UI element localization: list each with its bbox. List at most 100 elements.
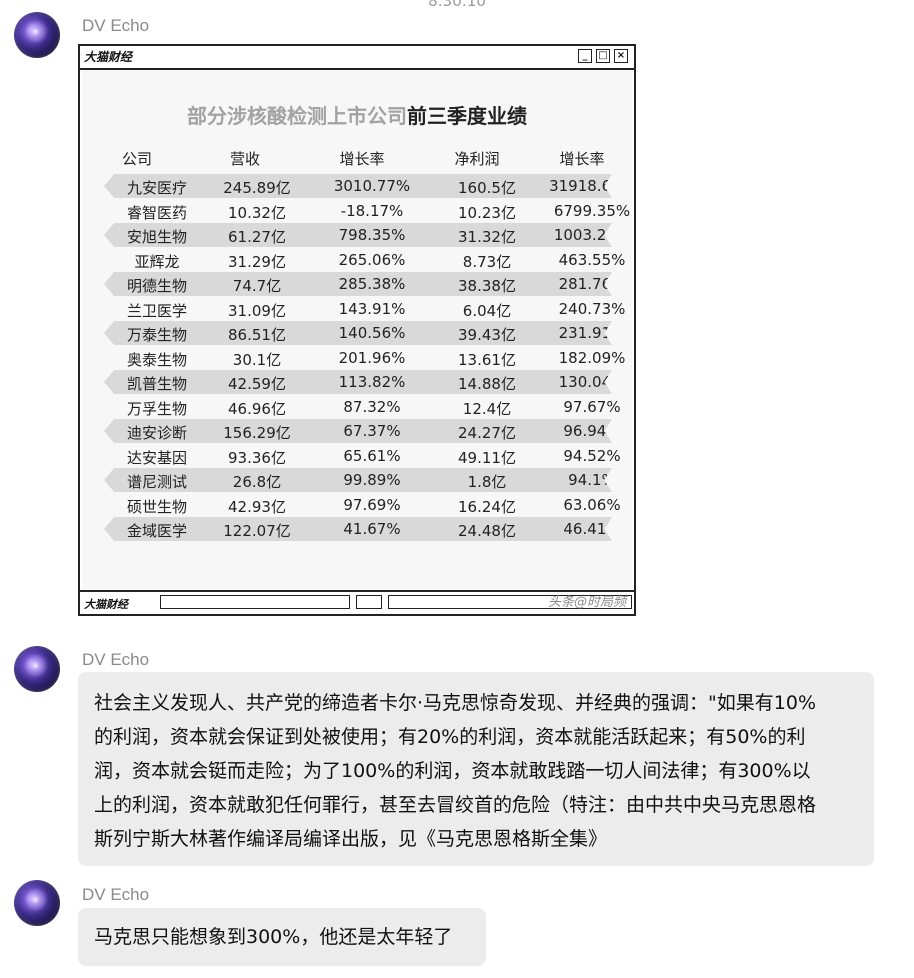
- statusbar-field: [160, 595, 350, 609]
- maximize-icon: □: [596, 49, 610, 63]
- window-titlebar: 大猫财经 _ □ ×: [80, 46, 634, 70]
- table-cell: 182.09%: [558, 348, 626, 367]
- table-row: 睿智医药 10.32亿 -18.17% 10.23亿 6799.35%: [104, 199, 630, 223]
- table-cell: 10.32亿: [228, 203, 286, 222]
- close-icon: ×: [614, 49, 628, 63]
- table-cell: 201.96%: [338, 348, 406, 367]
- table-cell: 265.06%: [338, 250, 406, 269]
- table-cell: 143.91%: [338, 299, 406, 318]
- text-message-bubble[interactable]: 社会主义发现人、共产党的缔造者卡尔·马克思惊奇发现、并经典的强调："如果有10%…: [78, 672, 874, 866]
- table-cell: 凯普生物: [126, 375, 187, 393]
- table-cell: 万泰生物: [126, 326, 187, 344]
- message-text-line: 润，资本就会铤而走险；为了100%的利润，资本就敢践踏一切人间法律；有300%以: [94, 760, 811, 782]
- table-cell: 41.67%: [343, 520, 401, 538]
- sender-avatar[interactable]: [14, 12, 60, 58]
- table-cell: 798.35%: [338, 226, 406, 244]
- table-cell: 140.56%: [338, 324, 406, 342]
- table-cell: 奥泰生物: [126, 350, 187, 369]
- table-cell: 达安基因: [126, 448, 187, 467]
- message-text-line: 的利润，资本就会保证到处被使用；有20%的利润，资本就能活跃起来；有50%的利: [94, 726, 806, 748]
- text-message-bubble[interactable]: 马克思只能想象到300%，他还是太年轻了: [78, 908, 486, 966]
- table-cell: 39.43亿: [458, 326, 516, 344]
- table-row: 凯普生物 42.59亿 113.82% 14.88亿 130.04%: [104, 370, 612, 394]
- table-cell: 97.67%: [563, 397, 621, 416]
- table-cell: 65.61%: [343, 446, 401, 465]
- table-cell: 安旭生物: [126, 228, 187, 246]
- sender-name: DV Echo: [82, 885, 150, 904]
- table-row: 安旭生物 61.27亿 798.35% 31.32亿 1003.25%: [104, 223, 612, 247]
- table-cell: 九安医疗: [126, 179, 187, 197]
- table-row: 万孚生物 46.96亿 87.32% 12.4亿 97.67%: [104, 395, 621, 419]
- statusbar-field: [388, 595, 632, 609]
- message-text-line: 斯列宁斯大林著作编译局编译出版，见《马克思恩格斯全集》: [94, 828, 608, 850]
- table-row: 奥泰生物 30.1亿 201.96% 13.61亿 182.09%: [104, 346, 625, 370]
- table-cell: 兰卫医学: [126, 301, 187, 320]
- table-cell: 74.7亿: [232, 277, 282, 295]
- table-row: 谱尼测试 26.8亿 99.89% 1.8亿 94.1%: [104, 468, 612, 492]
- sender-avatar[interactable]: [14, 646, 60, 692]
- table-row: 万泰生物 86.51亿 140.56% 39.43亿 231.91%: [104, 321, 612, 345]
- table-cell: 30.1亿: [232, 350, 282, 369]
- table-row: 九安医疗 245.89亿 3010.77% 160.5亿 31918.64%: [104, 174, 612, 198]
- table-cell: 46.41%: [563, 520, 621, 538]
- table-cell: 160.5亿: [458, 179, 516, 197]
- table-cell: 6799.35%: [553, 201, 631, 220]
- table-cell: 42.93亿: [228, 497, 286, 516]
- table-cell: 31.32亿: [458, 228, 516, 246]
- table-cell: 86.51亿: [228, 326, 286, 344]
- table-title: 部分涉核酸检测上市公司前三季度业绩: [82, 100, 632, 129]
- table-cell: 26.8亿: [232, 473, 282, 491]
- table-cell: 谱尼测试: [126, 473, 187, 491]
- message-text-line: 马克思只能想象到300%，他还是太年轻了: [94, 926, 453, 948]
- sender-avatar[interactable]: [14, 880, 60, 926]
- table-cell: 24.27亿: [458, 424, 516, 442]
- table-title-main: 部分涉核酸检测上市公司: [187, 104, 407, 128]
- chat-timestamp: 8:30:10: [428, 0, 486, 10]
- window-statusbar: 大猫财经: [80, 590, 634, 614]
- table-row: 硕世生物 42.93亿 97.69% 16.24亿 63.06%: [104, 493, 621, 517]
- table-cell: 迪安诊断: [126, 424, 187, 442]
- table-cell: 31918.64%: [549, 177, 635, 195]
- image-message[interactable]: 大猫财经 _ □ × 部分涉核酸检测上市公司前三季度业绩 公司 营收 增长率 净…: [78, 44, 636, 616]
- table-cell: 96.94%: [563, 422, 621, 440]
- table-cell: 31.29亿: [228, 252, 286, 271]
- table-cell: 明德生物: [126, 277, 187, 295]
- table-cell: 1.8亿: [467, 473, 507, 491]
- table-cell: 24.48亿: [458, 522, 516, 540]
- table-cell: 97.69%: [343, 495, 401, 514]
- message-text-line: 社会主义发现人、共产党的缔造者卡尔·马克思惊奇发现、并经典的强调："如果有10%: [94, 692, 817, 714]
- table-row: 达安基因 93.36亿 65.61% 49.11亿 94.52%: [104, 444, 621, 468]
- statusbar-label: 大猫财经: [84, 598, 128, 611]
- table-cell: 67.37%: [343, 422, 401, 440]
- table-cell: 156.29亿: [223, 424, 291, 442]
- table-row: 兰卫医学 31.09亿 143.91% 6.04亿 240.73%: [104, 297, 625, 321]
- column-header: 增长率: [339, 150, 385, 168]
- table-cell: 1003.25%: [553, 226, 631, 244]
- table-cell: 8.73亿: [462, 252, 512, 271]
- minimize-icon: _: [578, 49, 592, 63]
- table-row: 迪安诊断 156.29亿 67.37% 24.27亿 96.94%: [104, 419, 612, 443]
- table-cell: 285.38%: [338, 275, 406, 293]
- column-header: 增长率: [559, 150, 605, 168]
- table-cell: 6.04亿: [462, 301, 512, 320]
- message-text-line: 上的利润，资本就敢犯任何罪行，甚至去冒绞首的危险（特注：由中共中央马克思恩格: [94, 794, 817, 816]
- table-cell: 463.55%: [558, 250, 626, 269]
- table-title-emphasis: 前三季度业绩: [407, 104, 527, 128]
- table-cell: 94.1%: [568, 471, 616, 489]
- table-cell: -18.17%: [340, 201, 404, 220]
- sender-name: DV Echo: [82, 650, 150, 669]
- table-cell: 63.06%: [563, 495, 621, 514]
- table-panel: 部分涉核酸检测上市公司前三季度业绩 公司 营收 增长率 净利润 增长率 九安医疗…: [82, 70, 632, 590]
- sender-name: DV Echo: [82, 16, 150, 35]
- table-cell: 93.36亿: [228, 448, 286, 467]
- table-cell: 16.24亿: [458, 497, 516, 516]
- table-cell: 31.09亿: [228, 301, 286, 320]
- table-cell: 万孚生物: [126, 399, 187, 418]
- table-cell: 14.88亿: [458, 375, 516, 393]
- table-cell: 3010.77%: [333, 177, 411, 195]
- table-cell: 46.96亿: [228, 399, 286, 418]
- table-cell: 231.91%: [558, 324, 626, 342]
- table-cell: 113.82%: [338, 373, 406, 391]
- column-header: 公司: [121, 150, 152, 168]
- table-cell: 亚辉龙: [134, 252, 180, 271]
